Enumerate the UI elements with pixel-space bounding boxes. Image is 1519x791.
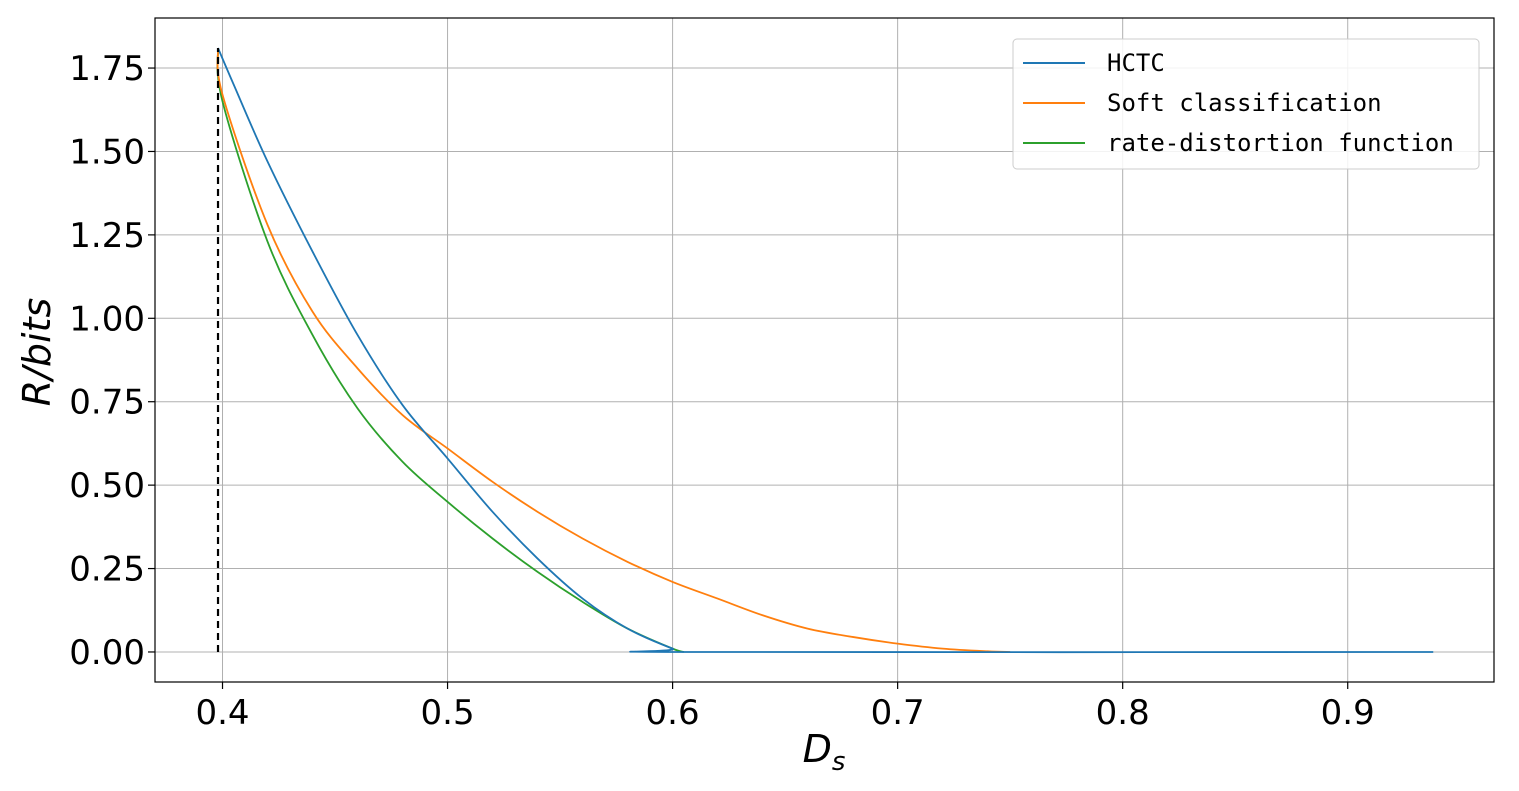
x-axis-ticks: 0.4 0.5 0.6 0.7 0.8 0.9 bbox=[195, 682, 1375, 733]
x-tick-label: 0.7 bbox=[871, 693, 925, 733]
y-tick-label: 0.50 bbox=[69, 466, 145, 506]
x-tick-label: 0.9 bbox=[1321, 693, 1375, 733]
y-tick-label: 0.00 bbox=[69, 633, 145, 673]
plot-frame bbox=[154, 17, 1495, 683]
legend-label: HCTC bbox=[1107, 49, 1165, 77]
y-tick-label: 1.50 bbox=[69, 132, 145, 172]
series-layer bbox=[216, 47, 1434, 654]
x-tick-label: 0.8 bbox=[1096, 693, 1150, 733]
x-tick-label: 0.5 bbox=[421, 693, 475, 733]
series-line-soft-classification bbox=[216, 47, 1011, 653]
y-tick-label: 0.75 bbox=[69, 383, 145, 423]
y-tick-label: 1.75 bbox=[69, 49, 145, 89]
y-axis-ticks: 0.00 0.25 0.50 0.75 1.00 1.25 1.50 1.75 bbox=[69, 49, 155, 673]
x-axis-label: Ds bbox=[803, 727, 846, 777]
y-tick-label: 1.00 bbox=[69, 299, 145, 339]
y-tick-label: 1.25 bbox=[69, 216, 145, 256]
y-tick-label: 0.25 bbox=[69, 550, 145, 590]
legend: HCTC Soft classification rate-distortion f… bbox=[1012, 38, 1480, 170]
legend-label: Soft classification bbox=[1107, 89, 1382, 117]
y-axis-label: R/bits bbox=[15, 298, 59, 407]
x-tick-label: 0.6 bbox=[646, 693, 700, 733]
legend-label: rate-distortion function bbox=[1107, 129, 1454, 157]
series-line-hctc bbox=[217, 47, 1434, 654]
x-tick-label: 0.4 bbox=[195, 693, 249, 733]
legend-box bbox=[1012, 38, 1480, 170]
